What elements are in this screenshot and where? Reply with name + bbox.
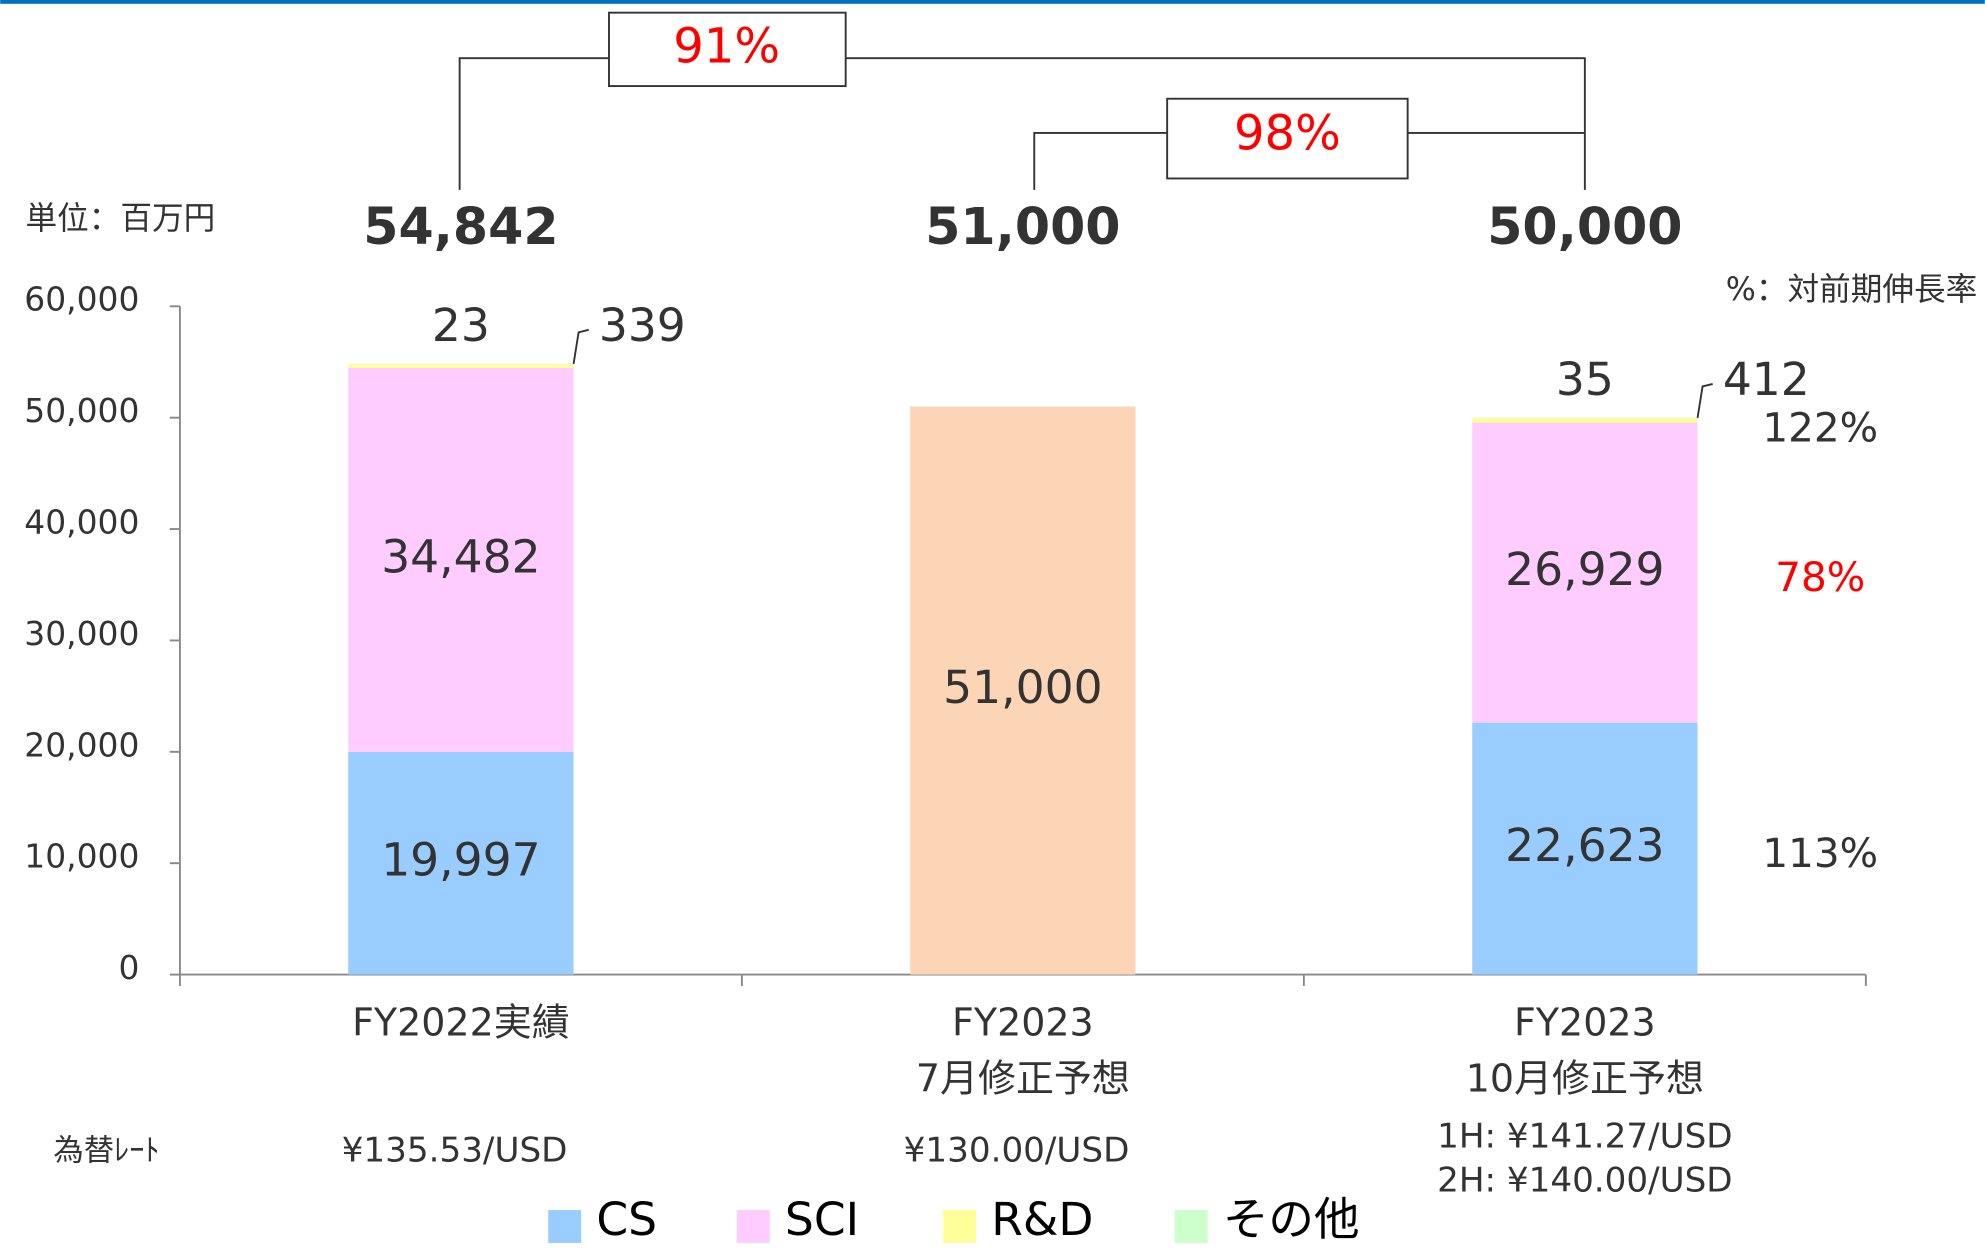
legend-label: SCI <box>785 1193 859 1246</box>
top-rule <box>0 0 1985 4</box>
comparison-box <box>608 11 847 88</box>
y-tick-label: 20,000 <box>24 725 139 764</box>
data-label: 19,997 <box>381 834 540 887</box>
data-label: 23 <box>432 299 490 352</box>
comparison-label: 91% <box>673 18 780 74</box>
bar-segment <box>1472 418 1698 423</box>
data-label: 339 <box>599 299 686 352</box>
x-tick-label: FY2023 <box>952 1001 1094 1045</box>
data-label: 35 <box>1556 353 1614 406</box>
unit-label: 単位：百万円 <box>25 201 215 237</box>
growth-label: 122% <box>1762 404 1878 452</box>
fx-label: 為替ﾚｰﾄ <box>53 1133 159 1168</box>
note: %：対前期伸長率 <box>1726 272 1977 308</box>
x-tick-label: FY2022実績 <box>352 1001 570 1045</box>
y-tick-label: 10,000 <box>24 837 139 876</box>
legend-swatch <box>1174 1210 1208 1243</box>
legend-label: その他 <box>1223 1193 1360 1246</box>
legend-label: R&D <box>991 1193 1093 1246</box>
fx-rate: 2H: ¥140.00/USD <box>1437 1161 1733 1201</box>
bracket <box>458 57 1586 190</box>
y-tick-label: 60,000 <box>24 280 139 319</box>
leader-line <box>1696 382 1713 419</box>
growth-label: 113% <box>1762 829 1878 877</box>
y-tick-label: 30,000 <box>24 614 139 653</box>
bar-segment <box>910 406 1136 975</box>
data-label: 22,623 <box>1505 819 1664 872</box>
growth-label: 78% <box>1775 553 1865 601</box>
y-tick-label: 0 <box>118 948 139 987</box>
bar-segment <box>1472 722 1698 975</box>
x-tick-label: 10月修正予想 <box>1466 1056 1704 1100</box>
x-tick-label: 7月修正予想 <box>916 1056 1130 1100</box>
y-tick-label: 50,000 <box>24 391 139 430</box>
legend-swatch <box>548 1210 582 1243</box>
leader-line <box>572 328 589 365</box>
bar-segment <box>348 751 574 975</box>
comparison-box <box>1166 97 1409 180</box>
x-tick-label: FY2023 <box>1514 1001 1656 1045</box>
data-label: 26,929 <box>1505 543 1664 596</box>
data-label: 412 <box>1723 353 1810 406</box>
bar-segment <box>348 367 574 752</box>
y-tick-label: 40,000 <box>24 503 139 542</box>
data-label: 34,482 <box>381 530 540 583</box>
total-label: 51,000 <box>925 197 1120 256</box>
fx-rate: ¥135.53/USD <box>342 1130 568 1170</box>
data-label: 51,000 <box>943 661 1102 714</box>
total-label: 54,842 <box>363 197 558 256</box>
bar-segment <box>348 364 574 368</box>
fx-rate: 1H: ¥141.27/USD <box>1437 1116 1733 1156</box>
legend-swatch <box>943 1210 977 1243</box>
total-label: 50,000 <box>1487 197 1682 256</box>
bar-segment <box>1472 422 1698 723</box>
comparison-label: 98% <box>1234 106 1341 162</box>
fx-rate: ¥130.00/USD <box>904 1130 1130 1170</box>
legend-swatch <box>736 1210 770 1243</box>
legend-label: CS <box>596 1193 657 1246</box>
